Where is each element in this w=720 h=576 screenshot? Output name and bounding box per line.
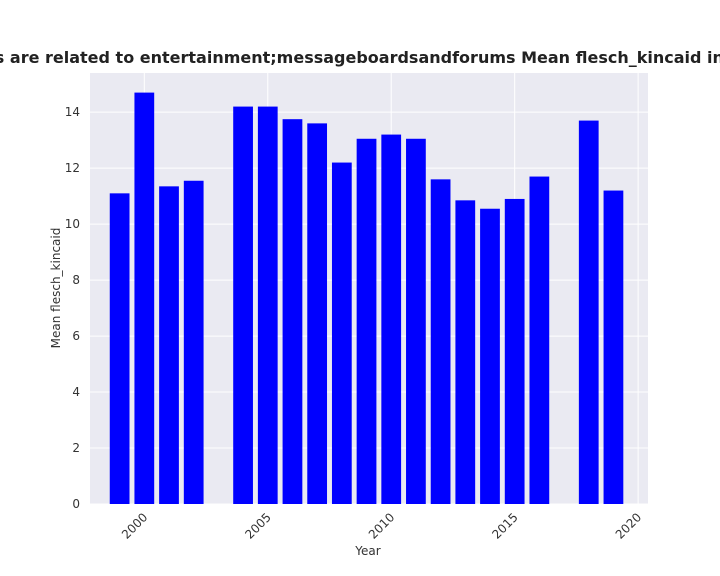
bar-2016 xyxy=(529,176,550,504)
bar-2019 xyxy=(603,190,624,504)
chart-title: Websites whose categories are related to… xyxy=(0,48,720,67)
bar-2009 xyxy=(356,138,377,505)
bar-2002 xyxy=(183,180,204,504)
y-tick-label: 4 xyxy=(72,385,80,399)
x-axis-label: Year xyxy=(354,544,380,558)
x-tick-label: 2010 xyxy=(366,510,397,541)
bar-2013 xyxy=(455,200,476,504)
bar-2018 xyxy=(578,120,599,505)
y-tick-label: 6 xyxy=(72,329,80,343)
bar-2014 xyxy=(480,208,500,505)
bar-2005 xyxy=(257,106,278,505)
y-tick-label: 0 xyxy=(72,497,80,511)
y-axis-label: Mean flesch_kincaid xyxy=(49,228,63,349)
bar-2010 xyxy=(381,134,402,505)
x-tick-label: 2000 xyxy=(119,510,150,541)
bar-2011 xyxy=(406,138,426,505)
bar-2008 xyxy=(331,162,352,504)
y-tick-label: 12 xyxy=(65,161,80,175)
bar-2001 xyxy=(159,186,179,504)
bar-2015 xyxy=(504,198,525,504)
bars xyxy=(109,92,624,505)
bar-2000 xyxy=(134,92,155,504)
bar-1999 xyxy=(109,193,130,504)
y-tick-label: 8 xyxy=(72,273,80,287)
y-tick-label: 10 xyxy=(65,217,80,231)
y-tick-label: 14 xyxy=(65,105,80,119)
x-tick-label: 2015 xyxy=(489,510,520,541)
bar-2004 xyxy=(233,106,253,505)
x-tick-label: 2005 xyxy=(242,510,273,541)
x-tick-label: 2020 xyxy=(613,510,644,541)
bar-2012 xyxy=(430,179,451,504)
bar-2006 xyxy=(282,119,303,504)
y-tick-label: 2 xyxy=(72,441,80,455)
bar-2007 xyxy=(307,123,328,505)
